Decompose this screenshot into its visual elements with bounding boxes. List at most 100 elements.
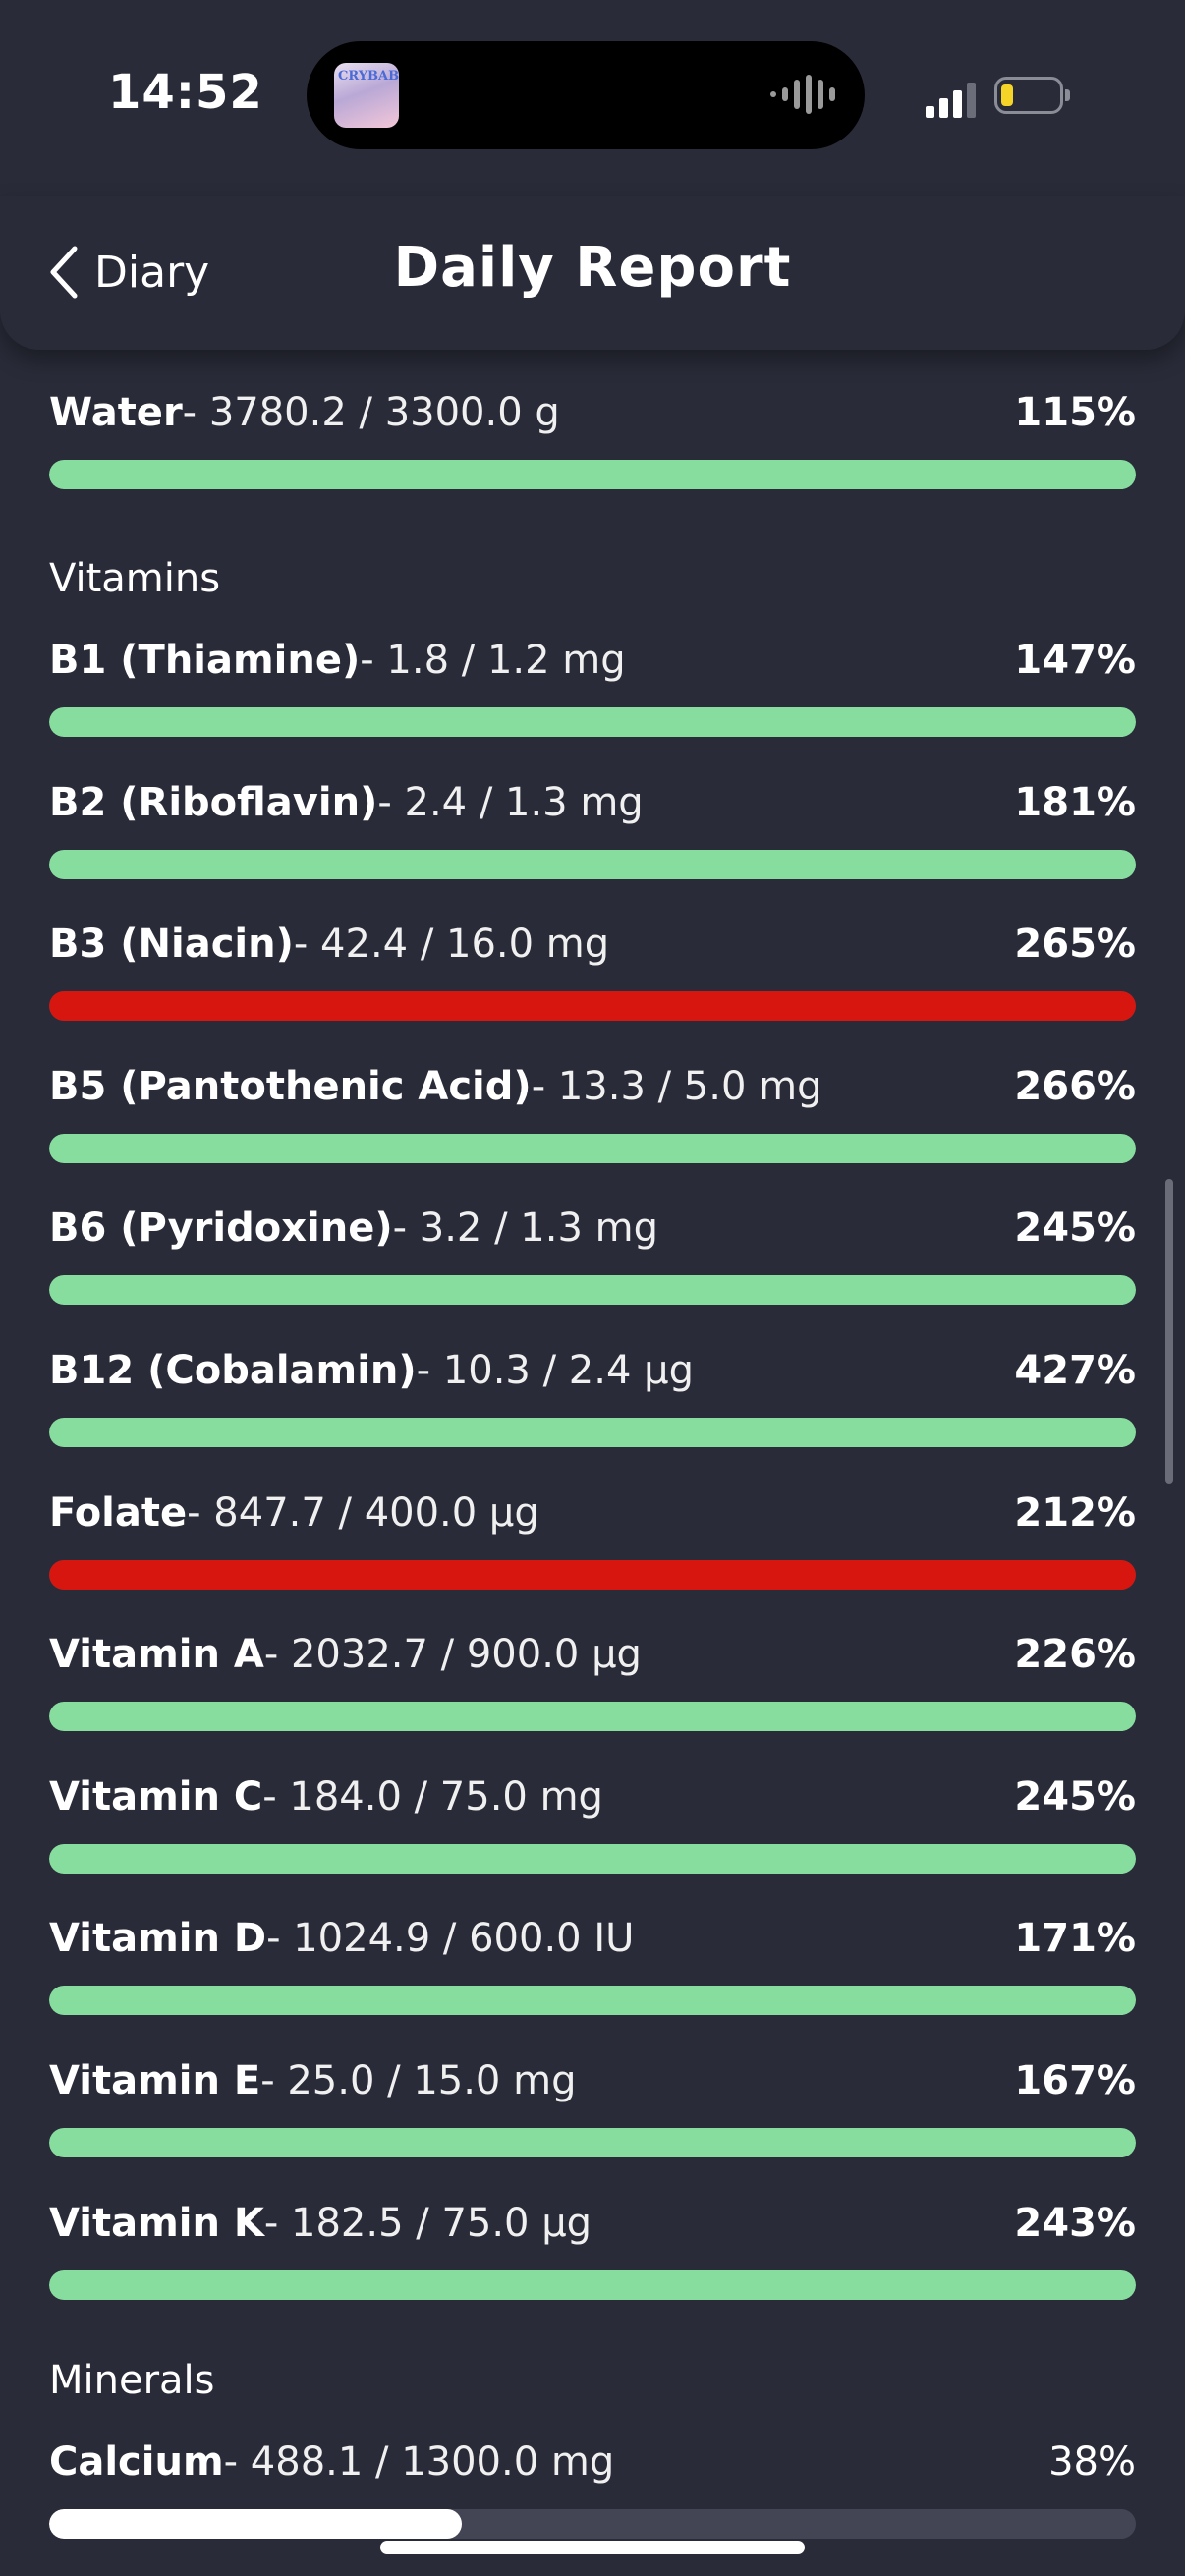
nutrient-name: B1 (Thiamine): [49, 638, 361, 683]
nutrient-percent: 181%: [1014, 780, 1136, 825]
nutrient-header: Vitamin E- 25.0 / 15.0 mg 167%: [49, 2051, 1136, 2110]
nutrient-percent: 427%: [1014, 1348, 1136, 1393]
nutrient-percent: 265%: [1014, 922, 1136, 967]
nutrient-name: Vitamin C: [49, 1774, 263, 1820]
progress-track: [49, 1986, 1136, 2015]
scrollbar[interactable]: [1165, 1179, 1173, 1484]
nutrient-percent: 171%: [1014, 1916, 1136, 1961]
progress-track: [49, 1275, 1136, 1305]
nutrient-header: B12 (Cobalamin)- 10.3 / 2.4 µg 427%: [49, 1341, 1136, 1400]
nutrient-row[interactable]: Vitamin C- 184.0 / 75.0 mg 245%: [49, 1767, 1136, 1874]
nutrient-header: Folate- 847.7 / 400.0 µg 212%: [49, 1484, 1136, 1542]
progress-track: [49, 460, 1136, 489]
nutrient-percent: 212%: [1014, 1490, 1136, 1536]
progress-fill: [49, 2270, 1136, 2300]
progress-fill: [49, 707, 1136, 737]
progress-fill: [49, 1844, 1136, 1874]
nutrient-header: B5 (Pantothenic Acid)- 13.3 / 5.0 mg 266%: [49, 1057, 1136, 1116]
nutrient-amount: - 42.4 / 16.0 mg: [293, 922, 610, 967]
nutrient-row[interactable]: B6 (Pyridoxine)- 3.2 / 1.3 mg 245%: [49, 1199, 1136, 1305]
nutrient-percent: 245%: [1014, 1205, 1136, 1251]
nutrient-percent: 243%: [1014, 2201, 1136, 2246]
nutrient-row[interactable]: B12 (Cobalamin)- 10.3 / 2.4 µg 427%: [49, 1341, 1136, 1447]
progress-track: [49, 1560, 1136, 1590]
nutrient-percent: 115%: [1014, 390, 1136, 435]
nutrient-amount: - 182.5 / 75.0 µg: [263, 2201, 592, 2246]
nutrient-amount: - 13.3 / 5.0 mg: [531, 1064, 822, 1109]
progress-fill: [49, 1560, 1136, 1590]
progress-fill: [49, 2128, 1136, 2157]
nutrient-header: Vitamin D- 1024.9 / 600.0 IU 171%: [49, 1909, 1136, 1968]
nutrient-header: Vitamin K- 182.5 / 75.0 µg 243%: [49, 2194, 1136, 2253]
nutrient-amount: - 3.2 / 1.3 mg: [392, 1205, 658, 1251]
nutrient-name: Vitamin K: [49, 2201, 264, 2246]
progress-track: [49, 2509, 1136, 2539]
nutrient-percent: 266%: [1014, 1064, 1136, 1109]
nutrient-row[interactable]: Folate- 847.7 / 400.0 µg 212%: [49, 1484, 1136, 1590]
progress-fill: [49, 460, 1136, 489]
progress-fill: [49, 1986, 1136, 2015]
progress-fill: [49, 850, 1136, 879]
nutrient-name: Water: [49, 390, 183, 435]
battery-icon: [994, 77, 1070, 116]
nutrient-header: B3 (Niacin)- 42.4 / 16.0 mg 265%: [49, 915, 1136, 974]
progress-fill: [49, 991, 1136, 1021]
progress-fill: [49, 1134, 1136, 1163]
nutrient-row[interactable]: B1 (Thiamine)- 1.8 / 1.2 mg 147%: [49, 631, 1136, 737]
album-art: CRYBABY: [334, 63, 399, 128]
nutrient-amount: - 10.3 / 2.4 µg: [416, 1348, 694, 1393]
nutrient-header: Vitamin C- 184.0 / 75.0 mg 245%: [49, 1767, 1136, 1826]
nutrient-header: Water- 3780.2 / 3300.0 g 115%: [49, 383, 1136, 442]
section-header: Minerals: [49, 2358, 215, 2403]
nutrient-header: Vitamin A- 2032.7 / 900.0 µg 226%: [49, 1625, 1136, 1684]
progress-track: [49, 1702, 1136, 1731]
nutrient-row[interactable]: B2 (Riboflavin)- 2.4 / 1.3 mg 181%: [49, 773, 1136, 879]
progress-fill: [49, 2509, 463, 2539]
nutrient-row[interactable]: B5 (Pantothenic Acid)- 13.3 / 5.0 mg 266%: [49, 1057, 1136, 1163]
progress-track: [49, 850, 1136, 879]
back-label: Diary: [94, 247, 210, 298]
nutrient-percent: 245%: [1014, 1774, 1136, 1820]
nutrient-name: B6 (Pyridoxine): [49, 1205, 393, 1251]
nutrient-row[interactable]: Calcium- 488.1 / 1300.0 mg 38%: [49, 2433, 1136, 2539]
progress-fill: [49, 1418, 1136, 1447]
progress-track: [49, 2270, 1136, 2300]
nutrient-name: Folate: [49, 1490, 188, 1536]
nutrient-row[interactable]: Water- 3780.2 / 3300.0 g 115%: [49, 383, 1136, 489]
progress-track: [49, 2128, 1136, 2157]
status-time: 14:52: [108, 65, 263, 120]
progress-fill: [49, 1702, 1136, 1731]
nutrient-row[interactable]: Vitamin D- 1024.9 / 600.0 IU 171%: [49, 1909, 1136, 2015]
cellular-signal-icon: [926, 79, 985, 118]
nutrient-name: Vitamin E: [49, 2058, 261, 2103]
home-indicator[interactable]: [380, 2541, 805, 2554]
album-art-text: CRYBABY: [338, 69, 399, 84]
nutrient-amount: - 2.4 / 1.3 mg: [377, 780, 644, 825]
nutrient-name: B12 (Cobalamin): [49, 1348, 417, 1393]
nutrient-percent: 226%: [1014, 1632, 1136, 1677]
nutrient-row[interactable]: Vitamin A- 2032.7 / 900.0 µg 226%: [49, 1625, 1136, 1731]
nutrient-name: Vitamin A: [49, 1632, 264, 1677]
nutrient-amount: - 25.0 / 15.0 mg: [260, 2058, 577, 2103]
nutrient-percent: 38%: [1048, 2439, 1136, 2485]
nutrient-amount: - 1024.9 / 600.0 IU: [266, 1916, 635, 1961]
audio-waveform-icon: [770, 75, 835, 114]
nutrient-amount: - 488.1 / 1300.0 mg: [223, 2439, 615, 2485]
progress-track: [49, 1418, 1136, 1447]
nutrient-amount: - 2032.7 / 900.0 µg: [263, 1632, 642, 1677]
nutrient-amount: - 847.7 / 400.0 µg: [187, 1490, 539, 1536]
back-button[interactable]: Diary: [47, 238, 209, 307]
progress-track: [49, 1134, 1136, 1163]
nutrient-name: B2 (Riboflavin): [49, 780, 378, 825]
dynamic-island[interactable]: CRYBABY: [307, 41, 865, 149]
nutrient-header: B2 (Riboflavin)- 2.4 / 1.3 mg 181%: [49, 773, 1136, 832]
progress-track: [49, 707, 1136, 737]
section-header: Vitamins: [49, 556, 221, 601]
nutrient-row[interactable]: B3 (Niacin)- 42.4 / 16.0 mg 265%: [49, 915, 1136, 1021]
nutrient-name: Calcium: [49, 2439, 224, 2485]
nutrient-row[interactable]: Vitamin E- 25.0 / 15.0 mg 167%: [49, 2051, 1136, 2157]
nutrient-row[interactable]: Vitamin K- 182.5 / 75.0 µg 243%: [49, 2194, 1136, 2300]
nutrient-name: Vitamin D: [49, 1916, 267, 1961]
progress-track: [49, 991, 1136, 1021]
nutrient-header: B6 (Pyridoxine)- 3.2 / 1.3 mg 245%: [49, 1199, 1136, 1258]
